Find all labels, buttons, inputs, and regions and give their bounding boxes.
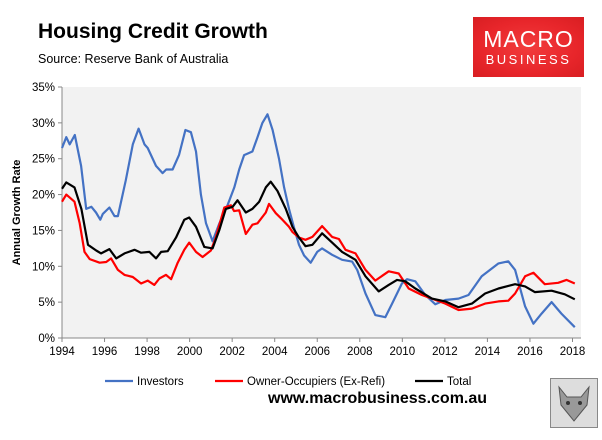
y-tick-label: 25% <box>32 154 55 166</box>
x-tick-label: 2000 <box>177 346 203 358</box>
macrobusiness-logo: MACRO BUSINESS <box>473 17 584 77</box>
y-tick-label: 20% <box>32 190 55 202</box>
wolf-emblem <box>550 378 598 428</box>
x-tick-label: 2016 <box>517 346 543 358</box>
website-url[interactable]: www.macrobusiness.com.au <box>268 390 488 407</box>
y-tick-label: 0% <box>38 333 55 345</box>
logo-line1: MACRO <box>483 26 574 52</box>
logo-line2: BUSINESS <box>485 52 572 67</box>
y-tick-label: 30% <box>32 118 55 130</box>
x-tick-label: 1998 <box>134 346 160 358</box>
x-tick-label: 2002 <box>219 346 245 358</box>
x-tick-label: 2012 <box>432 346 458 358</box>
legend-label: Owner-Occupiers (Ex-Refi) <box>247 376 385 388</box>
series-line-owner-occupiers-ex-refi- <box>61 193 576 312</box>
x-tick-label: 2014 <box>475 346 501 358</box>
y-tick-label: 15% <box>32 225 55 237</box>
x-tick-label: 2008 <box>347 346 373 358</box>
y-tick-label: 5% <box>38 297 55 309</box>
wolf-icon <box>558 385 590 422</box>
legend-label: Investors <box>137 376 184 388</box>
x-tick-label: 1994 <box>49 346 75 358</box>
legend-label: Total <box>447 376 471 388</box>
x-tick-label: 1996 <box>92 346 118 358</box>
series-line-total <box>61 180 576 309</box>
x-tick-label: 2004 <box>262 346 288 358</box>
x-tick-label: 2010 <box>390 346 416 358</box>
plot-area <box>62 87 581 338</box>
y-tick-label: 10% <box>32 261 55 273</box>
x-tick-label: 2018 <box>560 346 586 358</box>
y-tick-label: 35% <box>32 82 55 94</box>
chart-source: Source: Reserve Bank of Australia <box>38 52 229 66</box>
x-tick-label: 2006 <box>304 346 330 358</box>
y-axis-label: Annual Growth Rate <box>11 160 23 266</box>
chart-title: Housing Credit Growth <box>38 20 268 43</box>
